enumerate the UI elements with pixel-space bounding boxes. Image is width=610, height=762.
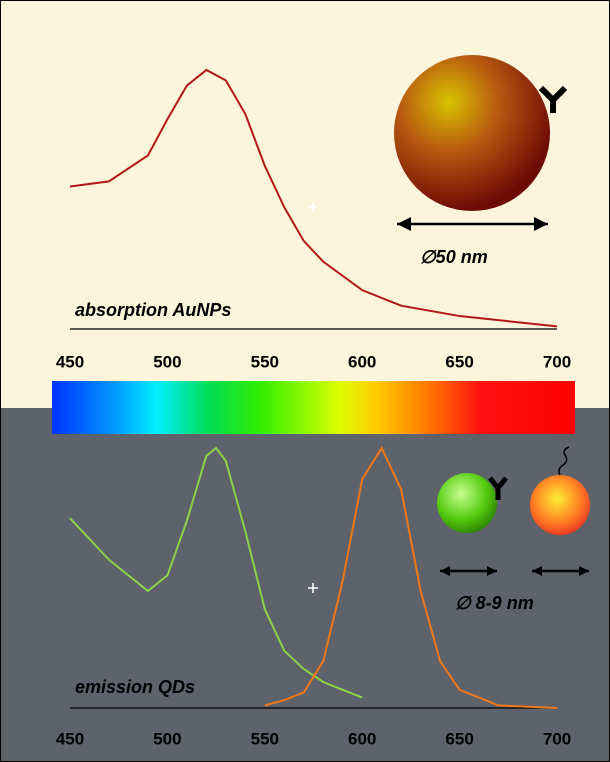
x-tick-label: 550 bbox=[251, 729, 279, 748]
bottom-panel bbox=[0, 408, 610, 762]
chart-label: emission QDs bbox=[75, 677, 195, 697]
gold-nanoparticle bbox=[394, 55, 550, 211]
figure: 450 500 550 600 650 700 absorption AuNPs ∅50 nm… bbox=[0, 0, 610, 762]
x-tick-label: 450 bbox=[56, 729, 84, 748]
x-tick-label: 500 bbox=[153, 729, 181, 748]
size-annotation: ∅50 nm bbox=[420, 247, 488, 267]
x-tick-label: 700 bbox=[543, 729, 571, 748]
x-tick-label: 450 bbox=[56, 352, 84, 371]
x-tick-label: 600 bbox=[348, 352, 376, 371]
x-tick-label: 550 bbox=[251, 352, 279, 371]
chart: 450 500 550 600 650 700 absorption AuNPs ∅50 nm… bbox=[0, 0, 610, 762]
chart-label: absorption AuNPs bbox=[75, 300, 231, 320]
x-tick-label: 600 bbox=[348, 729, 376, 748]
x-tick-label: 700 bbox=[543, 352, 571, 371]
size-annotation: ∅ 8-9 nm bbox=[455, 593, 534, 613]
orange-qd bbox=[530, 475, 590, 535]
spectrum-bar bbox=[52, 381, 575, 434]
x-tick-label: 650 bbox=[445, 352, 473, 371]
top-panel bbox=[0, 0, 610, 408]
x-tick-label: 500 bbox=[153, 352, 181, 371]
green-qd bbox=[437, 473, 497, 533]
x-tick-label: 650 bbox=[445, 729, 473, 748]
